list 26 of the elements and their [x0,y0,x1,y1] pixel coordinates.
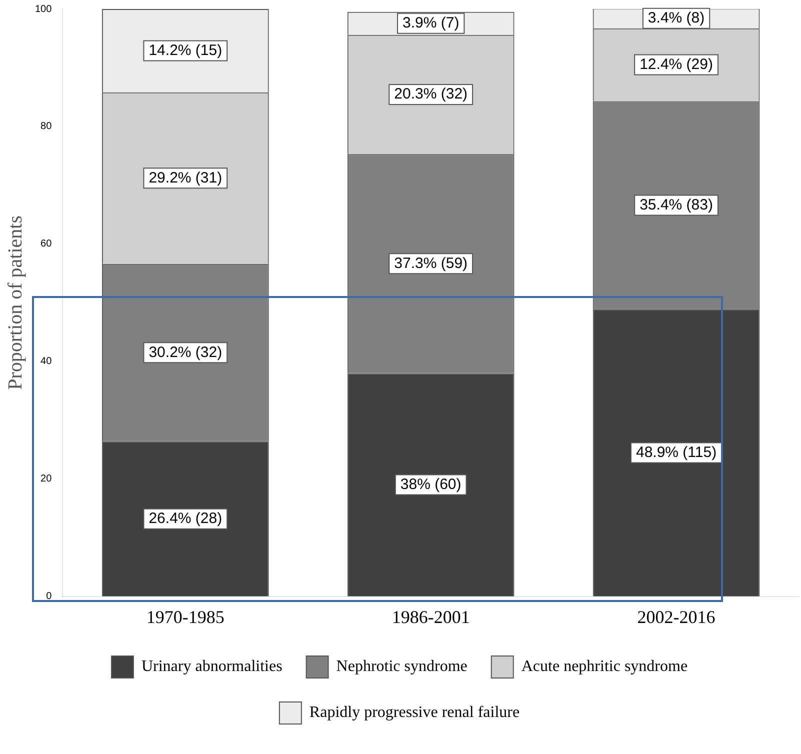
legend-label: Acute nephritic syndrome [521,658,688,676]
data-label: 26.4% (28) [148,510,222,528]
data-label: 12.4% (29) [640,56,713,73]
legend-label: Rapidly progressive renal failure [309,704,520,722]
x-tick-label: 1986-2001 [392,606,470,627]
data-label: 3.4% (8) [648,10,705,27]
x-tick-label: 2002-2016 [637,606,716,627]
y-axis-title: Proportion of patients [4,215,26,390]
y-tick-label: 20 [40,474,52,485]
data-label: 30.2% (32) [148,344,222,361]
y-tick-label: 0 [46,591,52,602]
y-tick-label: 100 [34,4,52,15]
data-label: 29.2% (31) [148,169,222,186]
data-label: 38% (60) [400,476,462,493]
data-label: 20.3% (32) [394,86,468,103]
x-tick-label: 1970-1985 [146,606,224,627]
y-tick-label: 40 [40,356,52,368]
data-label: 35.4% (83) [640,196,713,214]
legend-label: Urinary abnormalities [141,658,282,676]
y-tick-label: 80 [40,121,52,132]
data-label: 37.3% (59) [394,254,468,272]
data-label: 3.9% (7) [402,14,460,32]
data-label: 14.2% (15) [148,42,222,59]
y-tick-label: 60 [40,238,52,250]
data-label: 48.9% (115) [636,444,717,461]
legend-label: Nephrotic syndrome [336,658,468,676]
